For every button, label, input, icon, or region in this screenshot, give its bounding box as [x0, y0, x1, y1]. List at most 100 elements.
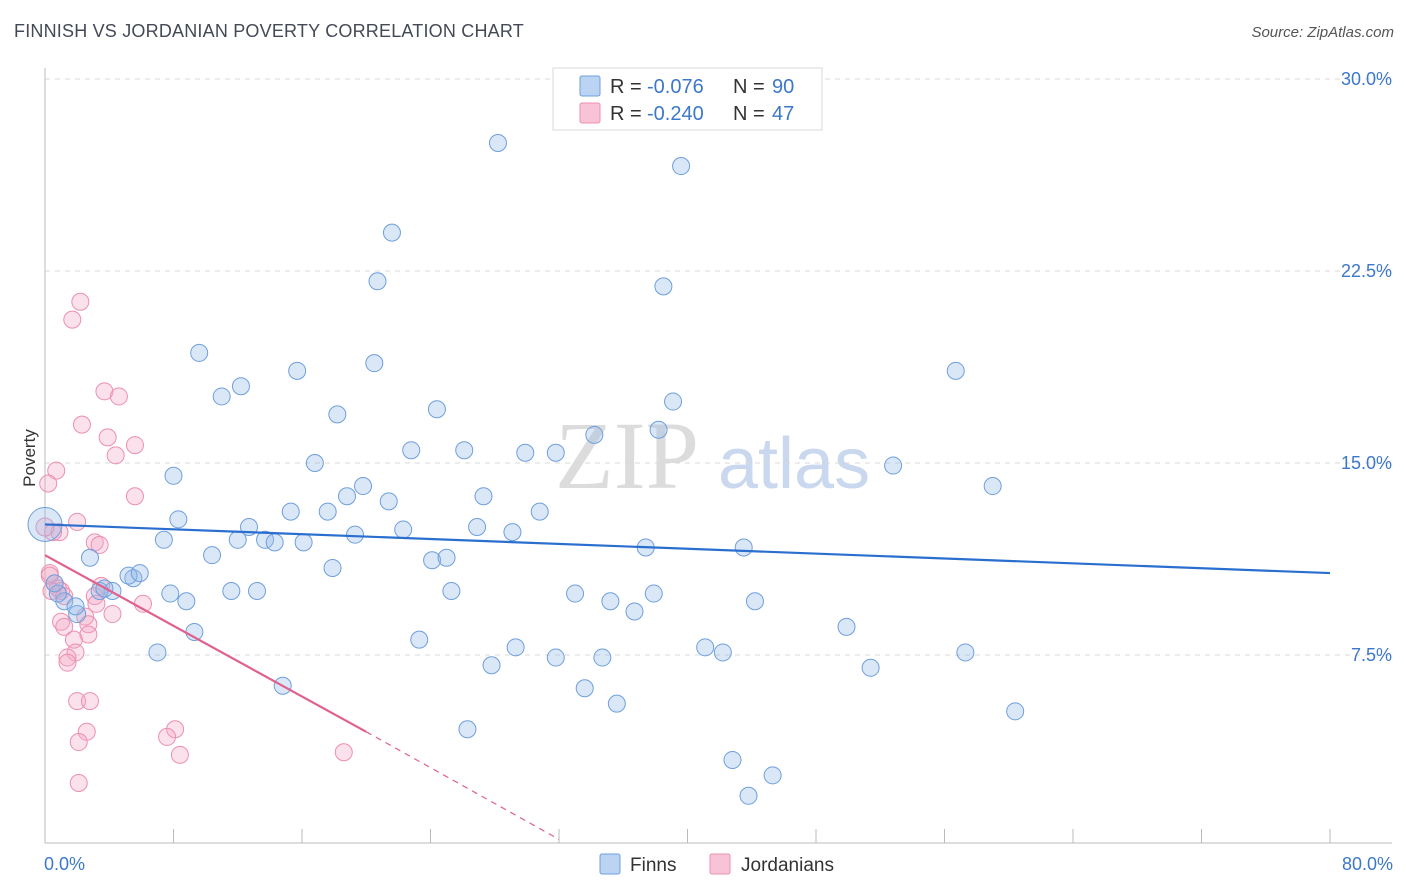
jordanians-point	[47, 461, 66, 480]
finns-point	[368, 272, 387, 291]
legend-jordanians-n-label: N =	[733, 103, 765, 125]
legend-finns-n-value: 90	[772, 76, 794, 98]
x-tick-labels: 0.0% 80.0%	[44, 854, 1393, 874]
y-tick-label: 15.0%	[1341, 453, 1392, 473]
finns-point	[410, 630, 429, 649]
jordanians-points	[35, 292, 353, 792]
finns-point	[1006, 702, 1025, 721]
jordanians-point	[90, 535, 109, 554]
x-tick-label-max: 80.0%	[1342, 854, 1393, 874]
finns-point	[546, 648, 565, 667]
legend-finns-n-label: N =	[733, 76, 765, 98]
jordanians-point	[158, 727, 177, 746]
jordanians-point	[35, 517, 55, 537]
finns-point	[593, 648, 612, 667]
finns-point	[601, 592, 620, 611]
finns-point	[474, 487, 493, 506]
jordanians-point	[106, 446, 125, 465]
finns-point	[288, 361, 307, 380]
finns-point	[488, 134, 507, 152]
finns-point	[763, 766, 782, 785]
bottom-legend-jordanians-label: Jordanians	[741, 855, 834, 876]
finns-point	[177, 592, 196, 611]
finns-point	[745, 592, 764, 611]
legend-jordanians-r-value: -0.240	[647, 103, 704, 125]
finns-point	[379, 492, 398, 511]
finns-point	[203, 546, 222, 565]
jordanians-point	[55, 617, 74, 636]
watermark-zip: ZIP	[555, 402, 699, 509]
finns-point	[80, 548, 99, 567]
legend-box: R = -0.076 N = 90 R = -0.240 N = 47	[552, 67, 823, 131]
y-tick-labels: 7.5% 15.0% 22.5% 30.0%	[1341, 69, 1392, 665]
finns-point	[607, 694, 626, 713]
finns-point	[423, 551, 442, 570]
finns-point	[45, 574, 64, 593]
finns-point	[585, 425, 604, 444]
finns-point	[983, 477, 1002, 496]
finns-point	[946, 361, 965, 380]
finns-point	[119, 566, 138, 585]
finns-point	[664, 392, 683, 411]
jordanians-point	[69, 733, 88, 752]
finns-point	[346, 525, 365, 544]
axes	[44, 68, 1392, 844]
jordanians-point	[103, 605, 122, 624]
jordanians-trend-line	[44, 554, 367, 733]
jordanians-point	[58, 648, 77, 667]
legend-jordanians-r-label: R =	[610, 103, 642, 125]
finns-point	[713, 643, 732, 662]
finns-point	[248, 582, 267, 600]
bottom-legend-finns-swatch	[599, 853, 621, 875]
finns-point	[402, 441, 421, 460]
jordanians-point	[79, 625, 98, 644]
bottom-legend-finns-label: Finns	[630, 855, 676, 876]
finns-point	[190, 343, 209, 362]
finns-point	[365, 354, 384, 373]
legend-jordanians-n-value: 47	[772, 103, 794, 125]
finns-trend-line	[44, 523, 1331, 575]
finns-point	[723, 750, 742, 769]
trend-lines	[44, 523, 1331, 840]
finns-point	[458, 720, 477, 739]
finns-point	[231, 377, 250, 396]
finns-point	[672, 157, 691, 176]
finns-point	[130, 564, 149, 583]
jordanians-point	[170, 745, 189, 764]
finns-point	[625, 602, 644, 621]
y-tick-label: 7.5%	[1351, 645, 1392, 665]
finns-point	[506, 638, 525, 657]
legend-finns-r-label: R =	[610, 76, 642, 98]
finns-point	[437, 548, 456, 567]
finns-point	[337, 487, 356, 506]
finns-point	[956, 643, 975, 662]
jordanians-point	[63, 310, 82, 329]
legend-finns-r-value: -0.076	[647, 76, 704, 98]
finns-point	[354, 477, 373, 496]
x-tick-label-min: 0.0%	[44, 854, 85, 874]
finns-point	[48, 584, 67, 603]
jordanians-point	[125, 487, 144, 506]
finns-point	[382, 223, 401, 242]
jordanians-point	[68, 512, 87, 531]
finns-point	[516, 443, 535, 462]
bottom-legend: Finns Jordanians	[599, 853, 834, 876]
jordanians-point	[58, 653, 77, 672]
chart-source: Source: ZipAtlas.com	[1251, 24, 1394, 41]
bottom-legend-jordanians-swatch	[709, 853, 731, 875]
finns-point	[654, 277, 673, 296]
finns-point	[66, 597, 85, 616]
jordanians-point	[98, 428, 117, 447]
jordanians-point	[52, 612, 71, 631]
finns-point	[68, 605, 87, 624]
finns-points	[27, 134, 1025, 805]
jordanians-point	[85, 587, 104, 606]
finns-point	[861, 658, 880, 677]
jordanians-point	[95, 382, 114, 401]
finns-point	[566, 584, 585, 603]
jordanians-point	[50, 523, 69, 542]
finns-point	[696, 638, 715, 657]
finns-point	[323, 558, 342, 577]
chart-title: FINNISH VS JORDANIAN POVERTY CORRELATION…	[14, 21, 524, 41]
